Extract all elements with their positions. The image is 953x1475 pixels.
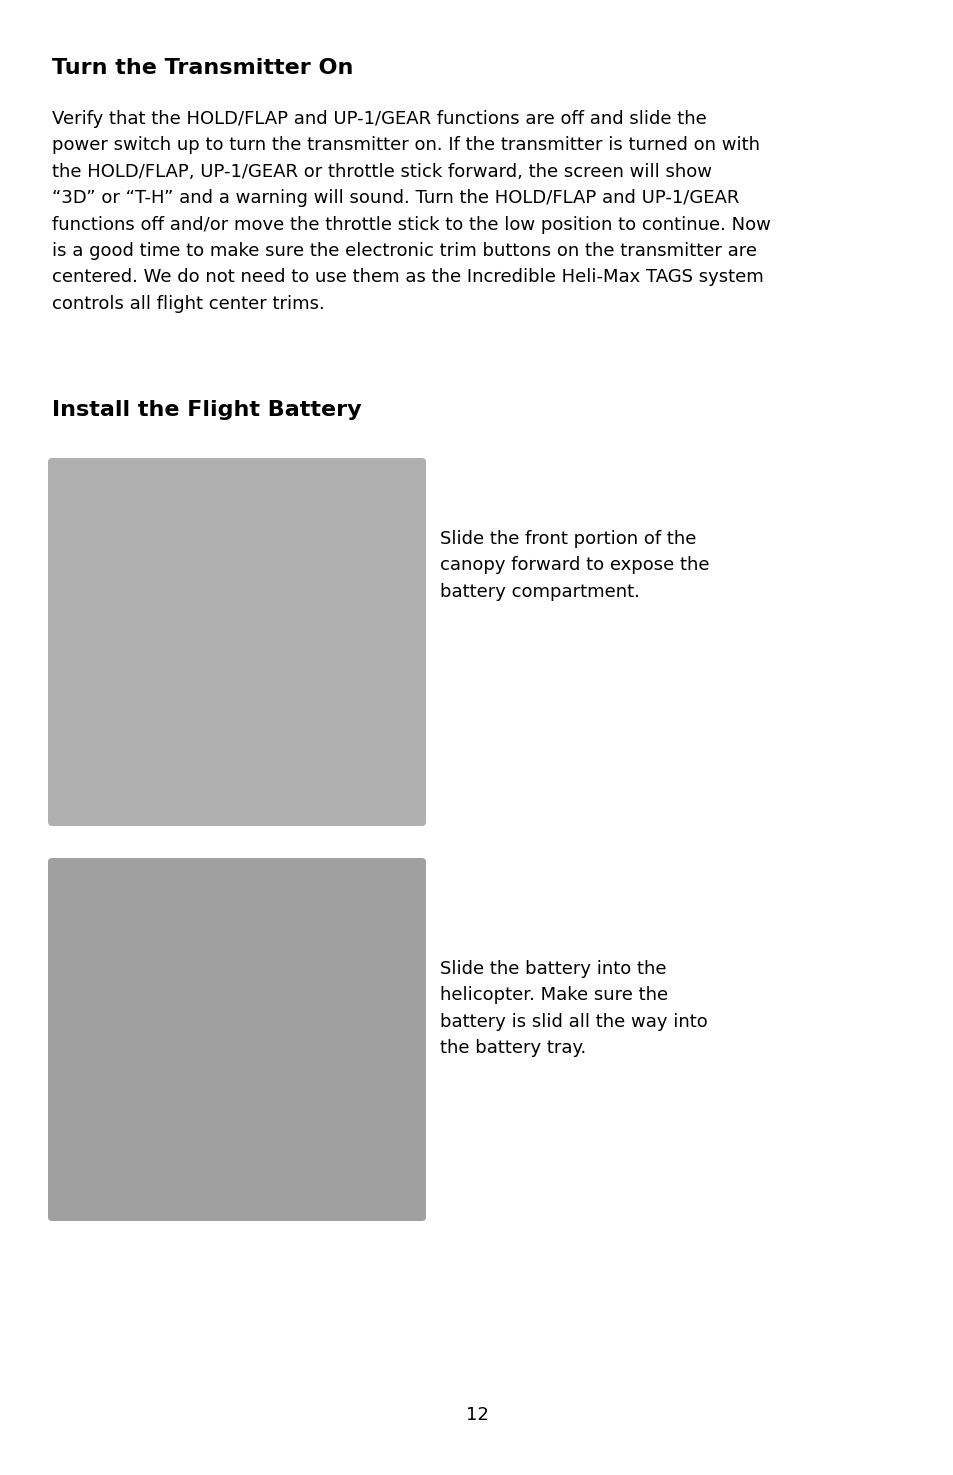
- Text: Install the Flight Battery: Install the Flight Battery: [52, 400, 361, 420]
- FancyBboxPatch shape: [48, 858, 426, 1221]
- Text: Turn the Transmitter On: Turn the Transmitter On: [52, 58, 353, 78]
- FancyBboxPatch shape: [48, 459, 426, 826]
- Text: Verify that the HOLD/FLAP and UP-1/GEAR functions are off and slide the
power sw: Verify that the HOLD/FLAP and UP-1/GEAR …: [52, 111, 770, 313]
- Text: 12: 12: [465, 1406, 488, 1423]
- Text: Slide the front portion of the
canopy forward to expose the
battery compartment.: Slide the front portion of the canopy fo…: [439, 530, 709, 600]
- Text: Slide the battery into the
helicopter. Make sure the
battery is slid all the way: Slide the battery into the helicopter. M…: [439, 960, 707, 1058]
